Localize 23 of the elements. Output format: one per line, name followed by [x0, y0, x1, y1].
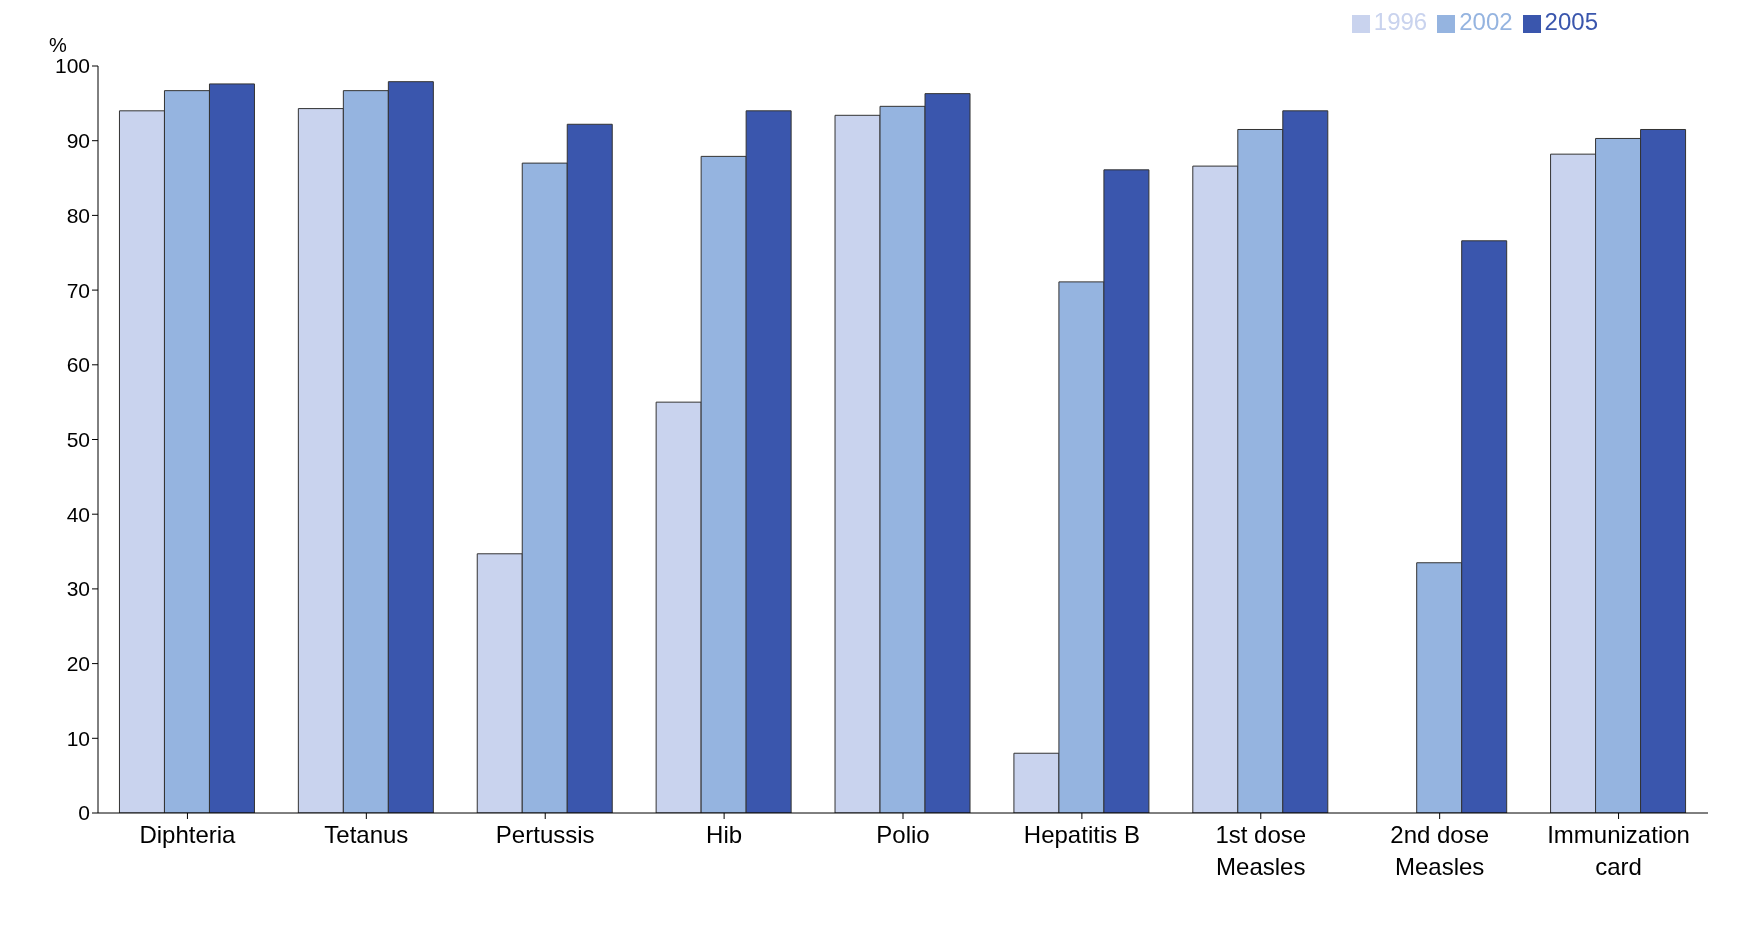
x-tick-label: Polio [876, 821, 930, 848]
x-tick-label: Diphteria [139, 821, 237, 848]
y-tick-label: 70 [66, 278, 90, 302]
y-axis-title: % [49, 34, 68, 56]
legend-label: 2005 [1544, 8, 1598, 35]
y-tick-label: 40 [66, 502, 90, 526]
y-tick-label: 60 [66, 353, 90, 377]
y-tick-label: 90 [66, 129, 90, 153]
x-tick-label: 1st dose Measles [1215, 821, 1307, 880]
y-tick-label: 20 [66, 652, 90, 676]
y-tick-label: 30 [66, 577, 90, 601]
x-tick-label: Immunization card [1547, 821, 1690, 880]
y-tick-label: 10 [66, 726, 90, 750]
x-tick-label: Pertussis [495, 821, 595, 848]
y-tick-label: 50 [66, 427, 90, 451]
x-tick-label: Tetanus [324, 821, 409, 848]
x-tick-label: 2nd dose Measles [1390, 821, 1490, 880]
y-tick-label: 100 [54, 54, 90, 78]
y-tick-label: 80 [66, 203, 90, 227]
legend-label: 2002 [1459, 8, 1513, 35]
x-tick-label: Hepatitis B [1023, 821, 1140, 848]
x-tick-label: Hib [706, 821, 743, 848]
y-tick-label: 0 [78, 801, 90, 825]
